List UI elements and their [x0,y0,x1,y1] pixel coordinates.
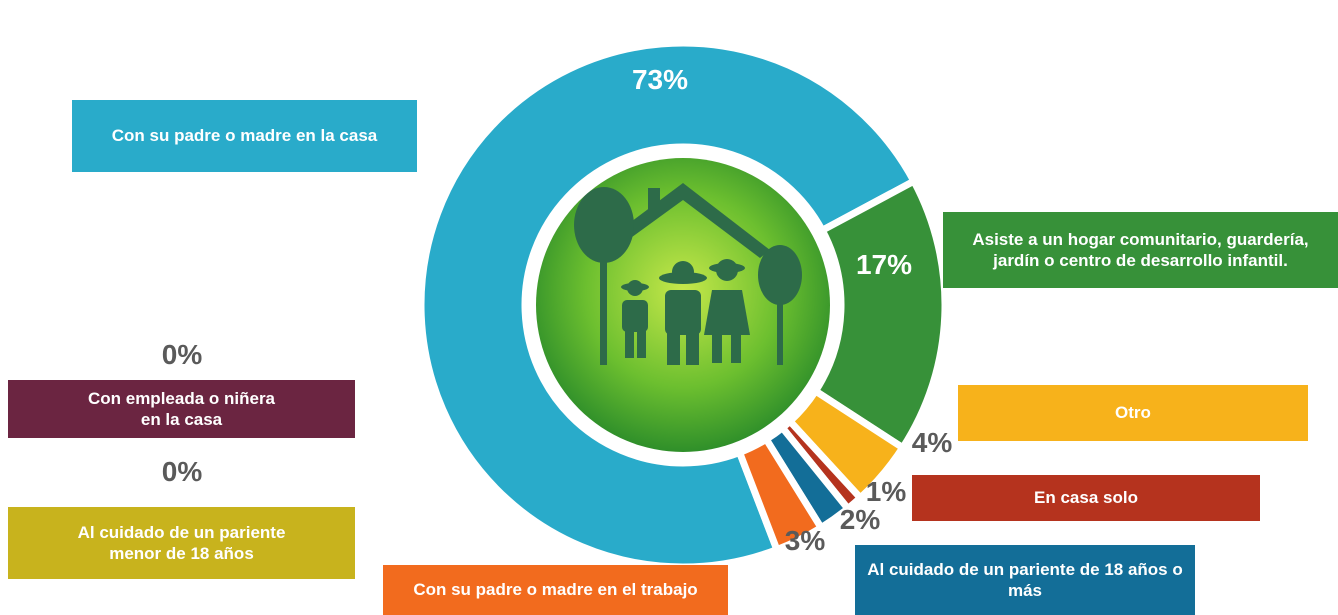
value-label: 3% [784,525,826,556]
value-label: 73% [631,64,689,95]
value-label: 0% [161,339,203,370]
value-label: 4% [911,427,953,458]
value-label: 17% [855,249,913,280]
category-label: En casa solo [912,475,1260,521]
category-label: Otro [958,385,1308,441]
donut-segment [735,434,826,555]
family-icon [574,183,802,365]
value-label: 0% [161,456,203,487]
value-label: 1% [865,476,907,507]
category-label: Al cuidado de un pariente de 18 años o m… [855,545,1195,615]
category-label: Asiste a un hogar comunitario, guardería… [943,212,1338,288]
donut-segment [417,39,919,571]
category-label: Con su padre o madre en la casa [72,100,417,172]
category-label: Al cuidado de un pariente menor de 18 añ… [8,507,355,579]
category-label: Con empleada o niñera en la casa [8,380,355,438]
category-label: Con su padre o madre en el trabajo [383,565,728,615]
value-label: 2% [839,504,881,535]
